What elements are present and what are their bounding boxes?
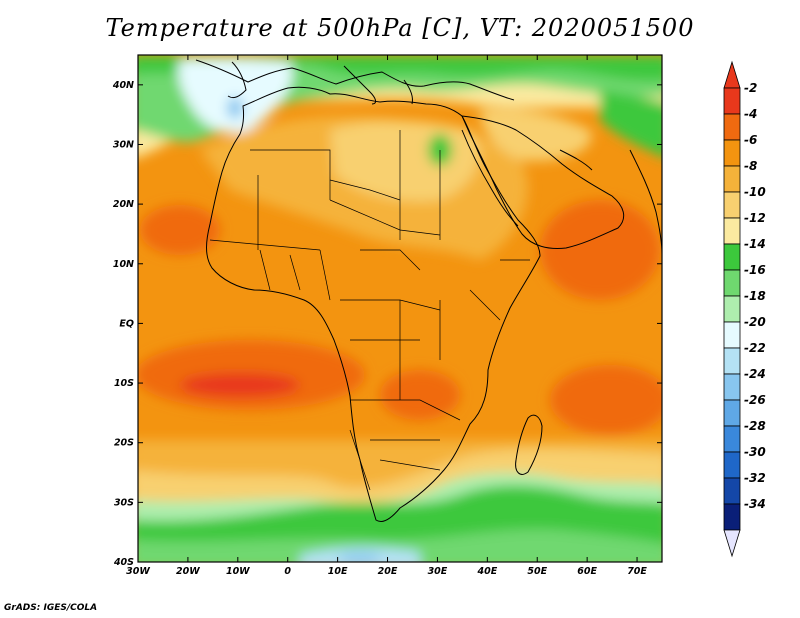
lon-tick-label: 60E xyxy=(577,566,597,577)
country-borders xyxy=(209,130,530,491)
italy-coast xyxy=(343,65,377,105)
colorbar-swatch xyxy=(723,295,741,323)
greece-coast xyxy=(403,79,413,105)
red-sea-east xyxy=(461,129,519,227)
colorbar-label: -16 xyxy=(744,263,766,277)
colorbar-swatch xyxy=(723,87,741,115)
coastlines xyxy=(195,59,662,522)
colorbar-swatch xyxy=(723,503,741,531)
lon-tick-label: 30W xyxy=(126,566,150,577)
lat-tick-label: EQ xyxy=(119,318,134,329)
colorbar-swatch xyxy=(723,477,741,505)
colorbar-label: -34 xyxy=(744,497,766,511)
lat-tick-label: 30N xyxy=(113,139,134,150)
axis-labels: 30W 20W 10W 0 10E 20E 30E 40E 50E 60E 70E 40N 30N 20N… xyxy=(112,80,648,577)
colorbar-label: -18 xyxy=(744,289,766,303)
colorbar-swatch xyxy=(723,269,741,297)
colorbar-label: -32 xyxy=(744,471,766,485)
colorbar-swatch xyxy=(723,113,741,141)
lat-tick-label: 20N xyxy=(113,199,134,210)
colorbar-swatch xyxy=(723,321,741,349)
lat-tick-label: 40S xyxy=(113,557,134,568)
credit-label: GrADS: IGES/COLA xyxy=(4,603,98,613)
colorbar-swatch xyxy=(723,165,741,193)
colorbar-top-arrow xyxy=(723,60,741,89)
colorbar-swatch xyxy=(723,347,741,375)
colorbar-label: -28 xyxy=(744,419,766,433)
colorbar-label: -8 xyxy=(744,159,757,173)
colorbar-label: -6 xyxy=(744,133,757,147)
colorbar-label: -12 xyxy=(744,211,766,225)
axis-ticks xyxy=(137,55,662,563)
colorbar-label: -26 xyxy=(744,393,766,407)
colorbar-label: -22 xyxy=(744,341,766,355)
colorbar-label: -4 xyxy=(744,107,757,121)
colorbar-swatch xyxy=(723,399,741,427)
colorbar-swatch xyxy=(723,425,741,453)
lon-tick-label: 70E xyxy=(627,566,647,577)
lat-tick-label: 30S xyxy=(114,497,134,508)
lat-tick-label: 40N xyxy=(112,80,134,91)
lat-tick-label: 20S xyxy=(114,438,134,449)
map-title: Temperature at 500hPa [C], VT: 202005150… xyxy=(105,14,695,42)
colorbar-label: -10 xyxy=(744,185,766,199)
lat-tick-label: 10S xyxy=(114,378,134,389)
colorbar-swatch xyxy=(723,451,741,479)
colorbar-swatch xyxy=(723,139,741,167)
colorbar-swatch xyxy=(723,191,741,219)
arabia-coastline xyxy=(461,115,625,249)
colorbar-swatch xyxy=(723,217,741,245)
lon-tick-label: 20W xyxy=(176,566,200,577)
colorbar-bottom-arrow xyxy=(723,529,741,558)
lon-tick-label: 50E xyxy=(527,566,547,577)
india-coast xyxy=(629,149,662,255)
madagascar-outline xyxy=(515,414,543,475)
lon-tick-label: 0 xyxy=(284,566,291,577)
colorbar-label: -14 xyxy=(744,237,766,251)
persian-gulf xyxy=(559,149,593,171)
colorbar-label: -30 xyxy=(744,445,766,459)
lon-tick-label: 30E xyxy=(428,566,448,577)
colorbar-label: -20 xyxy=(744,315,766,329)
colorbar-label: -24 xyxy=(744,367,766,381)
mediterranean-north-coast xyxy=(195,59,515,101)
lon-tick-label: 10E xyxy=(328,566,348,577)
lat-tick-label: 10N xyxy=(113,259,134,270)
colorbar-label: -2 xyxy=(744,81,757,95)
africa-coastline xyxy=(206,86,541,522)
lon-tick-label: 40E xyxy=(476,566,497,577)
lon-tick-label: 20E xyxy=(378,566,398,577)
colorbar-swatch xyxy=(723,243,741,271)
colorbar: -2 -4 -6 -8 -10 -12 -14 -16 -18 -20 -22 -24 -26 -28 -3… xyxy=(723,60,766,558)
lon-tick-label: 10W xyxy=(226,566,250,577)
map-frame xyxy=(137,54,663,563)
colorbar-swatch xyxy=(723,373,741,401)
iberia-coast xyxy=(227,61,247,99)
